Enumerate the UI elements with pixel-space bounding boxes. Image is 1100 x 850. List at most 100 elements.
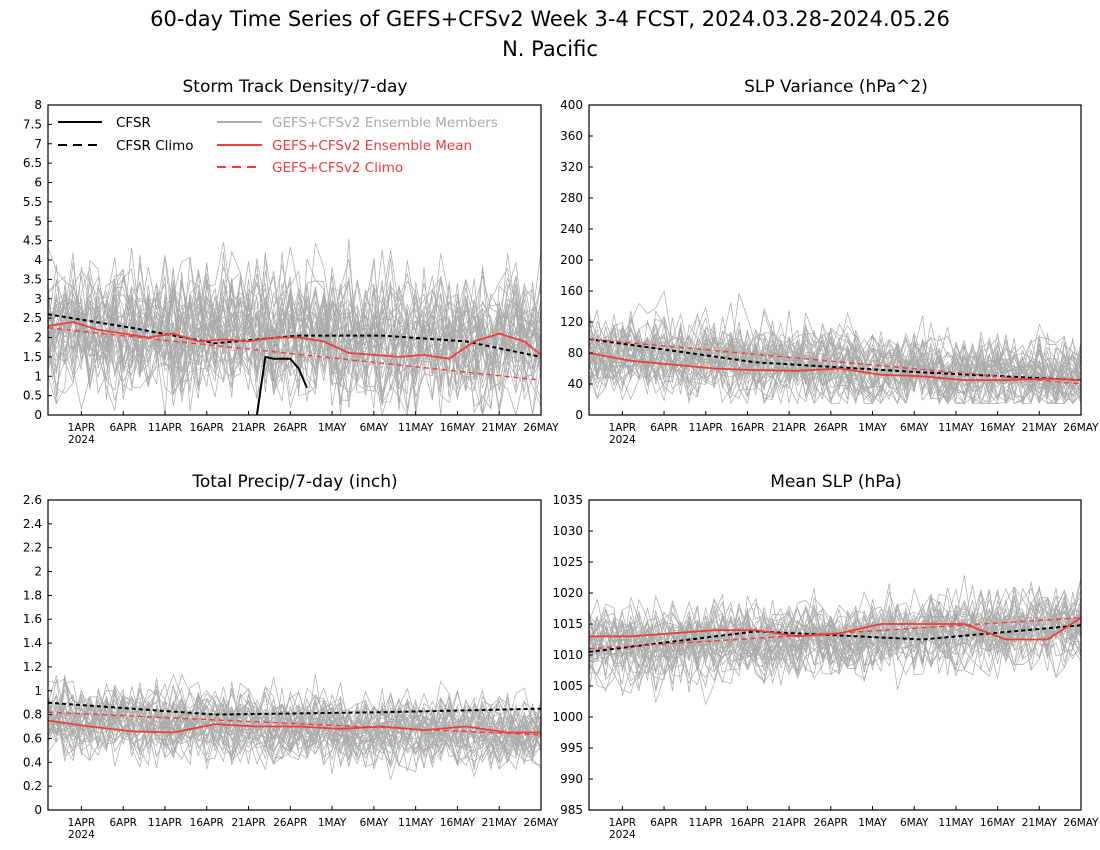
x-tick-label: 21MAY (482, 817, 518, 829)
y-tick-label: 1.8 (23, 588, 42, 602)
y-tick-label: 2.6 (23, 493, 42, 507)
ensemble-member-line (589, 594, 1081, 674)
y-tick-label: 6 (34, 176, 42, 190)
x-year-label: 2024 (68, 829, 95, 841)
x-tick-label: 1APR (609, 422, 637, 434)
y-tick-label: 2.5 (23, 311, 42, 325)
panel-title: SLP Variance (hPa^2) (744, 77, 928, 97)
x-tick-label: 16MAY (440, 817, 476, 829)
x-tick-label: 6APR (109, 422, 137, 434)
x-tick-label: 26APR (273, 422, 307, 434)
ensemble-member-line (48, 267, 541, 415)
series-line (589, 617, 1081, 650)
x-tick-label: 26APR (814, 422, 848, 434)
ensemble-member-line (48, 674, 541, 768)
ensemble-member-line (48, 282, 541, 410)
ensemble-member-line (48, 265, 541, 392)
y-tick-label: 0.4 (23, 755, 42, 769)
y-tick-label: 1000 (552, 710, 583, 724)
legend-members-label: GEFS+CFSv2 Ensemble Members (272, 115, 498, 131)
series-line (589, 624, 1081, 653)
plot-data (48, 238, 541, 415)
ensemble-member-line (48, 687, 541, 766)
ensemble-member-line (48, 675, 541, 752)
figure-title: 60-day Time Series of GEFS+CFSv2 Week 3-… (150, 7, 950, 31)
x-tick-label: 6MAY (900, 817, 929, 829)
ensemble-member-line (589, 594, 1081, 669)
x-year-label: 2024 (609, 829, 636, 841)
ensemble-member-line (48, 684, 541, 747)
x-year-label: 2024 (68, 434, 95, 446)
y-tick-label: 1.2 (23, 660, 42, 674)
y-tick-label: 1.6 (23, 612, 42, 626)
panel-slp-variance: SLP Variance (hPa^2) 0 40 80 120 160 200 240 28… (560, 77, 1099, 446)
y-tick-label: 990 (560, 772, 583, 786)
y-tick-label: 7.5 (23, 117, 42, 131)
y-tick-label: 0 (34, 408, 42, 422)
x-tick-label: 16MAY (980, 817, 1016, 829)
legend-cfsr-climo-label: CFSR Climo (116, 138, 194, 154)
x-tick-label: 1MAY (858, 422, 887, 434)
x-tick-label: 21MAY (482, 422, 518, 434)
y-tick-label: 2 (34, 331, 42, 345)
series-line (48, 313, 541, 358)
x-tick-label: 1APR (609, 817, 637, 829)
y-tick-label: 240 (560, 222, 583, 236)
y-tick-label: 4 (34, 253, 42, 267)
series-line (48, 701, 541, 716)
y-tick-label: 5 (34, 214, 42, 228)
panel-title: Mean SLP (hPa) (770, 472, 902, 492)
ensemble-member-line (589, 600, 1081, 684)
x-tick-label: 16APR (190, 422, 224, 434)
ensemble-member-line (589, 323, 1081, 405)
ensemble-member-line (589, 315, 1081, 401)
y-tick-label: 995 (560, 741, 583, 755)
series-line (48, 719, 541, 734)
x-tick-label: 11APR (148, 817, 182, 829)
x-tick-label: 21APR (231, 817, 265, 829)
x-tick-label: 26MAY (1063, 817, 1099, 829)
y-tick-label: 1 (34, 369, 42, 383)
y-tick-label: 1 (34, 684, 42, 698)
x-tick-label: 21APR (231, 422, 265, 434)
y-tick-label: 80 (568, 346, 583, 360)
y-tick-label: 40 (568, 377, 583, 391)
ensemble-member-line (48, 253, 541, 389)
y-tick-label: 0.6 (23, 731, 42, 745)
x-tick-label: 11MAY (938, 817, 974, 829)
ensemble-member-line (589, 595, 1081, 678)
legend-climo-label: GEFS+CFSv2 Climo (272, 160, 403, 176)
series-line (589, 338, 1081, 385)
y-tick-label: 160 (560, 284, 583, 298)
x-tick-label: 16MAY (440, 422, 476, 434)
x-tick-label: 6MAY (360, 422, 389, 434)
panel-storm-track-density: Storm Track Density/7-day 0 0.5 1 1.5 2 2.5 3 3… (23, 77, 559, 446)
ensemble-member-line (48, 673, 541, 743)
y-tick-label: 3.5 (23, 272, 42, 286)
x-tick-label: 11MAY (938, 422, 974, 434)
y-tick-label: 2.2 (23, 541, 42, 555)
ensemble-member-line (48, 690, 541, 767)
panel-title: Total Precip/7-day (inch) (191, 472, 397, 492)
y-tick-label: 6.5 (23, 156, 42, 170)
y-tick-label: 1030 (552, 524, 583, 538)
y-tick-label: 5.5 (23, 195, 42, 209)
series-line (48, 327, 541, 381)
x-tick-label: 26APR (273, 817, 307, 829)
x-tick-label: 26MAY (523, 422, 559, 434)
ensemble-member-line (589, 577, 1081, 653)
ensemble-member-line (589, 618, 1081, 693)
panel-title: Storm Track Density/7-day (183, 77, 408, 97)
plot-data (589, 289, 1081, 405)
ensemble-member-line (589, 340, 1081, 405)
ensemble-member-line (48, 255, 541, 397)
y-tick-label: 1005 (552, 679, 583, 693)
y-tick-label: 1025 (552, 555, 583, 569)
ensemble-member-line (48, 693, 541, 766)
ensemble-member-line (48, 673, 541, 746)
y-tick-label: 1020 (552, 586, 583, 600)
x-tick-label: 16APR (730, 817, 764, 829)
legend-mean-label: GEFS+CFSv2 Ensemble Mean (272, 138, 472, 154)
ensemble-member-line (589, 321, 1081, 399)
